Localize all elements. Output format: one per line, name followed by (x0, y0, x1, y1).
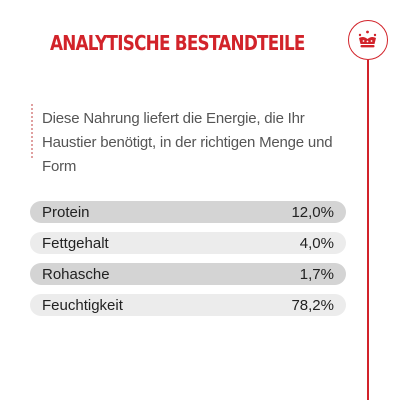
nutrient-label: Rohasche (42, 265, 110, 283)
nutrient-row-rohasche: Rohasche 1,7% (30, 263, 346, 285)
nutrient-value: 78,2% (291, 296, 334, 314)
intro-text: Diese Nahrung liefert die Energie, die I… (42, 110, 333, 175)
royal-crown-icon (358, 30, 377, 48)
brand-logo (348, 20, 388, 60)
nutrient-value: 4,0% (299, 234, 334, 252)
intro-dotted-bar (31, 104, 33, 158)
nutrient-row-feuchtigkeit: Feuchtigkeit 78,2% (30, 294, 346, 316)
nutrient-value: 1,7% (299, 265, 334, 283)
nutrient-value: 12,0% (291, 203, 334, 221)
nutrient-row-protein: Protein 12,0% (30, 201, 346, 223)
nutrient-label: Fettgehalt (42, 234, 109, 252)
nutrient-label: Protein (42, 203, 90, 221)
nutrient-row-fettgehalt: Fettgehalt 4,0% (30, 232, 346, 254)
page-title: ANALYTISCHE BESTANDTEILE (50, 31, 305, 55)
decorative-vertical-line (367, 60, 369, 400)
nutrient-label: Feuchtigkeit (42, 296, 123, 314)
